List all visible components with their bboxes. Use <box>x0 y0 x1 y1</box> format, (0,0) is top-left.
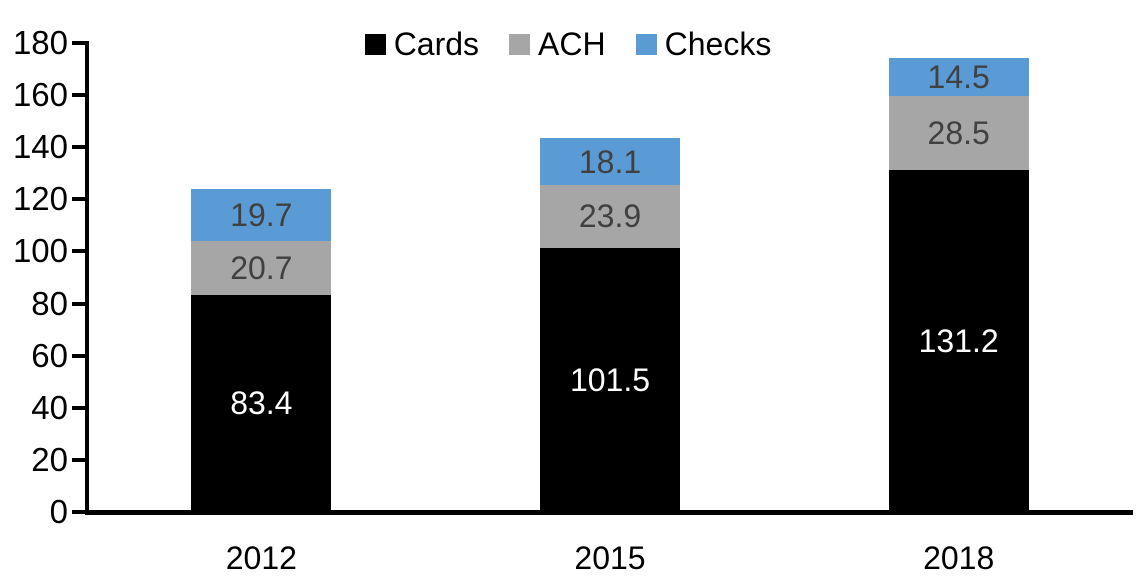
legend-label-cards: Cards <box>393 26 480 62</box>
y-axis-tick-mark <box>72 197 86 202</box>
y-axis-tick-label: 180 <box>12 24 68 61</box>
y-axis-tick-label: 40 <box>31 388 68 426</box>
legend-item-checks: Checks <box>635 26 772 62</box>
y-axis-tick-label: 160 <box>12 76 68 114</box>
bar-segment-ach-2015: 23.9 <box>540 185 680 248</box>
y-axis-tick-label: 20 <box>31 440 68 478</box>
y-axis-tick-mark <box>72 510 86 514</box>
bar-value-label: 101.5 <box>569 361 651 398</box>
bar-value-label: 18.1 <box>578 143 642 180</box>
y-axis-tick-mark <box>72 405 86 410</box>
x-axis-category-label: 2015 <box>574 540 646 576</box>
bar-segment-cards-2018: 131.2 <box>888 170 1029 512</box>
y-axis-line <box>85 41 89 515</box>
bar-segment-checks-2015: 18.1 <box>540 138 680 186</box>
bar-segment-ach-2018: 28.5 <box>888 95 1029 171</box>
y-axis-tick-mark <box>72 457 86 462</box>
bar-value-label: 23.9 <box>578 198 642 235</box>
bar-segment-cards-2012: 83.4 <box>191 294 332 512</box>
bar-value-label: 19.7 <box>230 197 293 234</box>
y-axis-tick-mark <box>72 301 86 306</box>
bar-segment-checks-2012: 19.7 <box>191 189 332 241</box>
ach-swatch-icon <box>509 33 531 55</box>
legend-label-checks: Checks <box>664 26 772 62</box>
y-axis-tick-mark <box>72 93 86 98</box>
y-axis-tick-mark <box>72 41 86 45</box>
bar-segment-checks-2018: 14.5 <box>888 58 1029 96</box>
bar-value-label: 28.5 <box>927 115 990 152</box>
y-axis-tick-label: 140 <box>12 128 68 166</box>
bar-segment-cards-2015: 101.5 <box>540 247 680 512</box>
y-axis-tick-mark <box>72 353 86 358</box>
y-axis-tick-mark <box>72 249 86 254</box>
chart-legend: Cards ACH Checks <box>0 28 1136 60</box>
y-axis-tick-mark <box>72 145 86 150</box>
checks-swatch-icon <box>635 33 657 55</box>
bar-segment-ach-2012: 20.7 <box>191 240 332 295</box>
legend-label-ach: ACH <box>538 26 606 62</box>
cards-swatch-icon <box>364 33 386 55</box>
bar-value-label: 14.5 <box>927 58 990 95</box>
legend-item-ach: ACH <box>509 28 606 60</box>
bar-value-label: 20.7 <box>230 249 293 286</box>
y-axis-tick-label: 0 <box>49 493 68 530</box>
x-axis-category-label: 2018 <box>923 540 995 576</box>
bar-value-label: 131.2 <box>918 323 999 360</box>
legend-item-cards: Cards <box>364 26 480 62</box>
y-axis-tick-label: 60 <box>31 336 68 374</box>
y-axis-tick-label: 80 <box>31 284 68 322</box>
x-axis-line <box>85 510 1133 515</box>
y-axis-tick-label: 120 <box>12 180 68 218</box>
x-axis-category-label: 2012 <box>225 540 297 576</box>
bar-value-label: 83.4 <box>230 385 293 422</box>
y-axis-tick-label: 100 <box>12 232 68 270</box>
